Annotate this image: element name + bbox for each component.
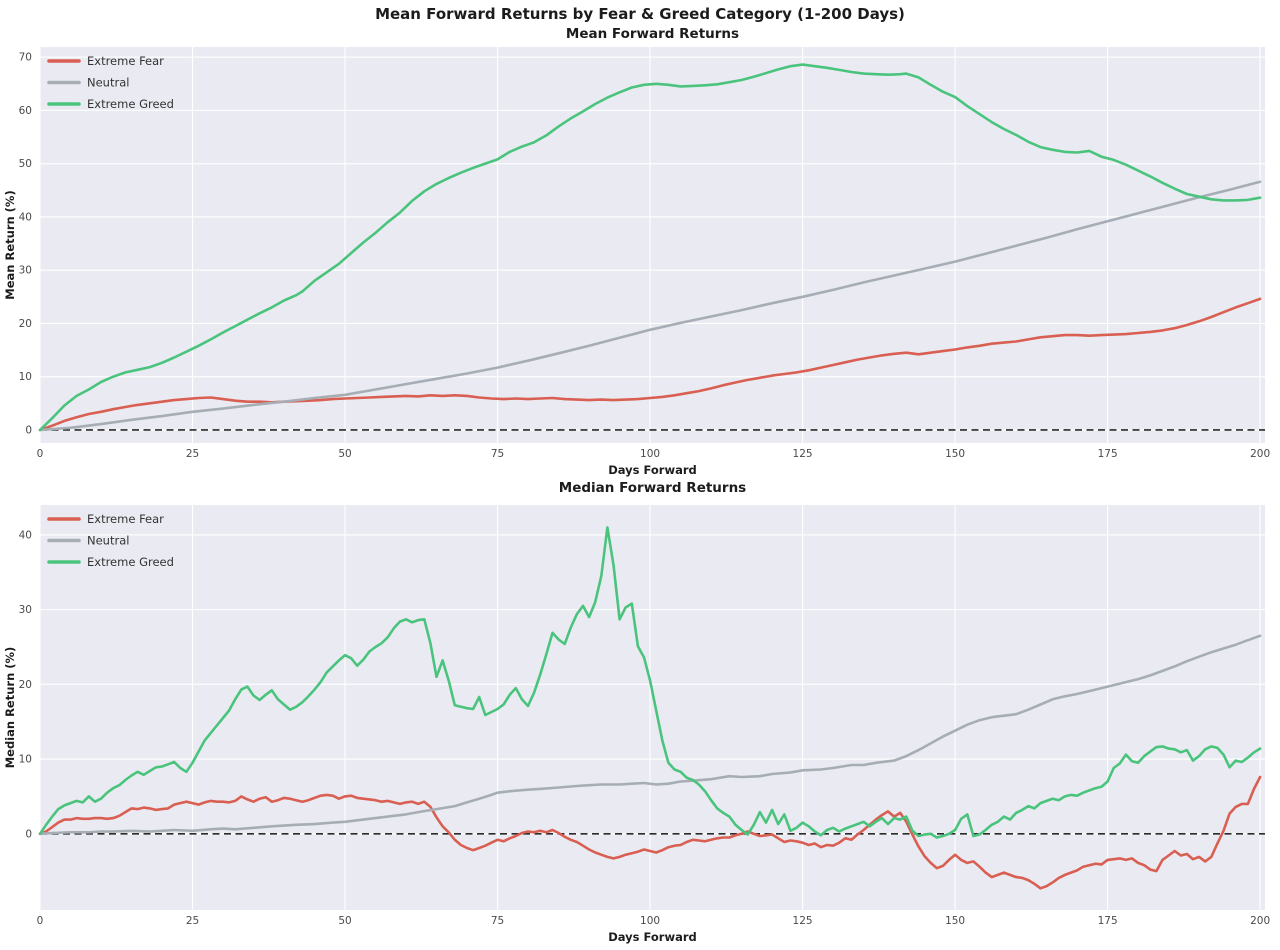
plot-area — [40, 505, 1265, 910]
legend-label-extreme-greed: Extreme Greed — [87, 97, 174, 111]
series-line-extreme-greed — [38, 63, 1262, 432]
y-tick-label: 60 — [19, 105, 32, 117]
y-tick-label: 10 — [19, 754, 32, 766]
y-tick-label: 0 — [25, 424, 32, 436]
x-tick-label: 0 — [37, 448, 44, 460]
series-line-extreme-fear — [38, 775, 1262, 890]
legend-label-neutral: Neutral — [87, 534, 129, 548]
series-line-extreme-greed — [38, 526, 1262, 839]
legend: Extreme Fear Neutral Extreme Greed — [47, 512, 174, 569]
chart-title: Median Forward Returns — [559, 480, 746, 496]
x-tick-label: 200 — [1250, 448, 1270, 460]
y-axis-label: Mean Return (%) — [3, 190, 17, 299]
y-tick-label: 40 — [19, 529, 32, 541]
legend: Extreme Fear Neutral Extreme Greed — [47, 54, 174, 111]
y-tick-label: 0 — [25, 828, 32, 840]
x-tick-label: 100 — [640, 448, 660, 460]
x-tick-label: 75 — [491, 448, 504, 460]
x-tick-label: 200 — [1250, 915, 1270, 927]
chart-title: Mean Forward Returns — [566, 26, 739, 42]
x-tick-label: 25 — [186, 915, 199, 927]
x-tick-label: 150 — [945, 915, 965, 927]
y-tick-label: 20 — [19, 318, 32, 330]
plot-area — [40, 47, 1265, 443]
series-line-extreme-fear — [38, 297, 1262, 432]
legend-label-extreme-fear: Extreme Fear — [87, 512, 164, 526]
x-tick-label: 75 — [491, 915, 504, 927]
x-tick-label: 175 — [1098, 915, 1118, 927]
legend-label-neutral: Neutral — [87, 76, 129, 90]
figure-suptitle: Mean Forward Returns by Fear & Greed Cat… — [375, 5, 905, 23]
x-axis-label: Days Forward — [608, 930, 697, 944]
x-tick-label: 25 — [186, 448, 199, 460]
y-tick-label: 30 — [19, 265, 32, 277]
x-tick-label: 50 — [338, 915, 351, 927]
x-tick-label: 125 — [793, 915, 813, 927]
y-tick-label: 10 — [19, 371, 32, 383]
y-tick-label: 50 — [19, 158, 32, 170]
x-tick-label: 125 — [793, 448, 813, 460]
y-tick-label: 30 — [19, 604, 32, 616]
x-tick-label: 100 — [640, 915, 660, 927]
legend-label-extreme-greed: Extreme Greed — [87, 555, 174, 569]
y-tick-label: 70 — [19, 52, 32, 64]
x-axis-label: Days Forward — [608, 463, 697, 477]
mean-forward-returns-chart: 0 25 50 75 100 125 150 175 200 0 10 20 30 40 50 60 70 Mea… — [3, 26, 1270, 477]
series-line-neutral — [38, 634, 1262, 836]
median-forward-returns-chart: 0 25 50 75 100 125 150 175 200 0 10 20 30 40 Median Fo… — [3, 480, 1270, 944]
series-line-neutral — [38, 180, 1262, 432]
x-tick-label: 150 — [945, 448, 965, 460]
y-axis-label: Median Return (%) — [3, 647, 17, 769]
y-tick-label: 40 — [19, 211, 32, 223]
x-tick-label: 0 — [37, 915, 44, 927]
legend-label-extreme-fear: Extreme Fear — [87, 54, 164, 68]
y-tick-label: 20 — [19, 679, 32, 691]
x-tick-label: 50 — [338, 448, 351, 460]
x-tick-label: 175 — [1098, 448, 1118, 460]
